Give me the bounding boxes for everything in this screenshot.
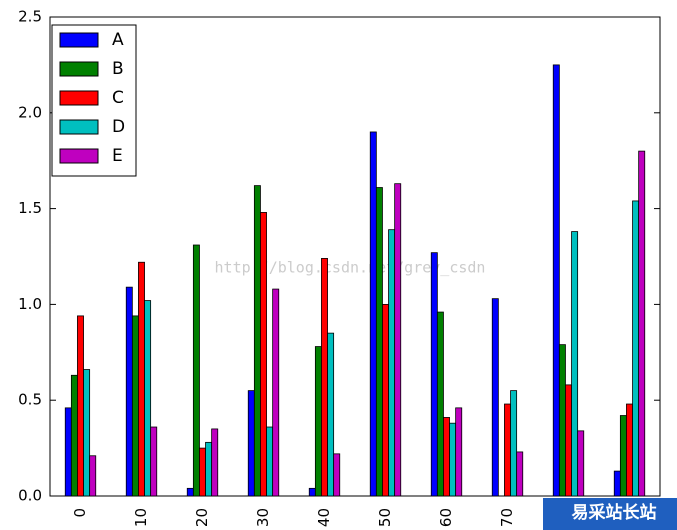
x-tick-group: 60 — [437, 508, 455, 527]
legend-label: E — [112, 146, 123, 166]
x-tick-group: 30 — [254, 508, 272, 527]
legend-label: A — [112, 30, 124, 50]
bar — [510, 390, 518, 497]
bar — [552, 64, 560, 497]
x-tick-label: 0 — [71, 508, 89, 518]
bar — [382, 303, 389, 497]
bar — [199, 447, 206, 497]
bar — [565, 384, 572, 497]
x-tick-group: 50 — [376, 508, 394, 527]
bar — [638, 150, 646, 497]
bar — [253, 185, 261, 497]
bar — [260, 212, 267, 497]
legend-label: C — [112, 88, 124, 108]
bar — [327, 332, 335, 497]
bar — [436, 311, 444, 497]
legend-swatch — [59, 32, 99, 48]
bar — [211, 428, 219, 497]
y-tick-label: 1.5 — [18, 199, 42, 217]
bar — [321, 258, 328, 497]
bar — [150, 426, 158, 497]
plot-frame — [49, 16, 661, 497]
bar — [455, 407, 463, 497]
bar — [619, 415, 627, 497]
legend-swatch — [59, 90, 99, 106]
bar — [192, 244, 200, 497]
bar — [89, 455, 97, 497]
bar — [516, 451, 524, 497]
x-tick-group: 70 — [498, 508, 516, 527]
bar — [64, 407, 72, 497]
x-tick-group: 0 — [71, 508, 89, 518]
y-tick-label: 2.0 — [18, 103, 42, 121]
bar — [272, 288, 280, 497]
bar — [449, 422, 457, 497]
logo-box — [543, 498, 677, 530]
bar — [491, 298, 499, 497]
bar — [571, 231, 579, 497]
bar — [314, 346, 322, 497]
legend-swatch — [59, 119, 99, 135]
bar — [247, 390, 255, 497]
bar — [266, 426, 274, 497]
y-tick-label: 2.5 — [18, 8, 42, 26]
y-tick-label: 0.0 — [18, 487, 42, 505]
bar — [205, 441, 213, 497]
bar — [308, 487, 316, 497]
bar — [375, 187, 383, 497]
legend-swatch — [59, 148, 99, 164]
bar — [577, 430, 585, 497]
x-tick-label: 60 — [437, 508, 455, 527]
legend-swatch — [59, 61, 99, 77]
x-tick-group: 20 — [193, 508, 211, 527]
y-tick-label: 1.0 — [18, 295, 42, 313]
bar — [558, 344, 566, 497]
x-tick-group: 40 — [315, 508, 333, 527]
x-tick-label: 10 — [132, 508, 150, 527]
x-tick-label: 30 — [254, 508, 272, 527]
x-tick-label: 50 — [376, 508, 394, 527]
bar — [388, 229, 396, 497]
bar — [70, 374, 78, 497]
bar — [77, 315, 84, 497]
legend-label: B — [112, 59, 124, 79]
bar — [333, 453, 341, 497]
y-tick-label: 0.5 — [18, 391, 42, 409]
legend-label: D — [112, 117, 125, 137]
bar — [443, 417, 450, 497]
bar — [430, 252, 438, 497]
bar — [125, 286, 133, 497]
bar — [131, 315, 139, 497]
bar — [613, 470, 621, 497]
x-tick-group: 10 — [132, 508, 150, 527]
logo-text: 易采站长站 — [572, 502, 657, 523]
bar — [626, 403, 633, 497]
watermark: http://blog.csdn.net/grey_csdn — [215, 259, 486, 277]
bar — [504, 403, 511, 497]
bar — [138, 261, 145, 497]
x-tick-label: 70 — [498, 508, 516, 527]
bar — [144, 300, 152, 497]
bar — [186, 487, 194, 497]
bar — [632, 200, 640, 497]
bar — [83, 369, 91, 497]
x-tick-label: 40 — [315, 508, 333, 527]
x-tick-label: 20 — [193, 508, 211, 527]
bar — [394, 183, 402, 497]
bar — [369, 131, 377, 497]
